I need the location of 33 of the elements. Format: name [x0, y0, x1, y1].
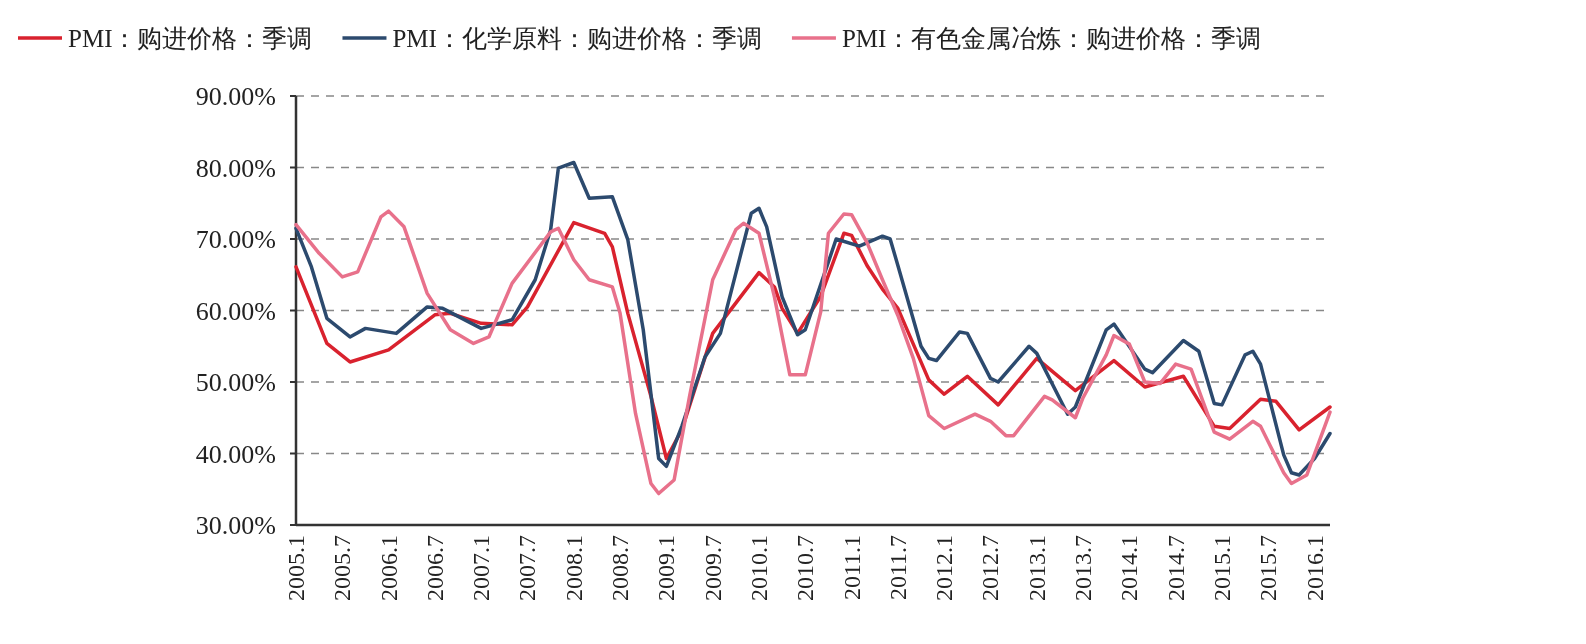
x-tick-label: 2006.1 — [375, 535, 402, 601]
y-tick-label: 40.00% — [195, 439, 276, 469]
x-tick-label: 2012.1 — [931, 535, 958, 601]
legend-label: PMI：购进价格：季调 — [68, 25, 313, 52]
x-tick-label: 2013.1 — [1023, 535, 1050, 601]
x-tick-label: 2006.7 — [421, 535, 448, 601]
x-tick-label: 2007.1 — [468, 535, 495, 601]
y-tick-label: 70.00% — [195, 225, 276, 254]
x-tick-label: 2009.1 — [653, 535, 680, 601]
x-tick-label: 2013.7 — [1070, 535, 1097, 601]
y-tick-label: 90.00% — [195, 82, 276, 111]
x-tick-label: 2009.7 — [699, 535, 726, 601]
y-tick-label: 60.00% — [195, 296, 276, 326]
legend-label: PMI：化学原料：购进价格：季调 — [392, 25, 762, 52]
x-tick-label: 2014.7 — [1162, 535, 1189, 601]
x-tick-label: 2008.1 — [560, 535, 587, 601]
x-tick-label: 2015.7 — [1255, 535, 1282, 601]
x-tick-label: 2005.7 — [329, 535, 356, 601]
x-tick-label: 2007.7 — [514, 535, 541, 601]
legend-label: PMI：有色金属冶炼：购进价格：季调 — [841, 25, 1262, 52]
x-tick-label: 2005.1 — [283, 535, 309, 601]
x-tick-label: 2012.7 — [977, 535, 1004, 601]
x-tick-label: 2011.7 — [884, 535, 911, 601]
x-tick-label: 2011.1 — [838, 535, 865, 601]
x-tick-label: 2014.1 — [1116, 535, 1143, 601]
x-tick-label: 2010.7 — [792, 535, 819, 601]
x-tick-label: 2016.1 — [1301, 535, 1328, 601]
y-tick-label: 30.00% — [195, 511, 276, 540]
x-tick-label: 2010.1 — [745, 535, 772, 601]
x-tick-label: 2008.7 — [607, 535, 634, 601]
y-tick-label: 50.00% — [195, 368, 276, 397]
y-tick-label: 80.00% — [195, 153, 276, 183]
x-tick-label: 2015.1 — [1208, 535, 1235, 601]
